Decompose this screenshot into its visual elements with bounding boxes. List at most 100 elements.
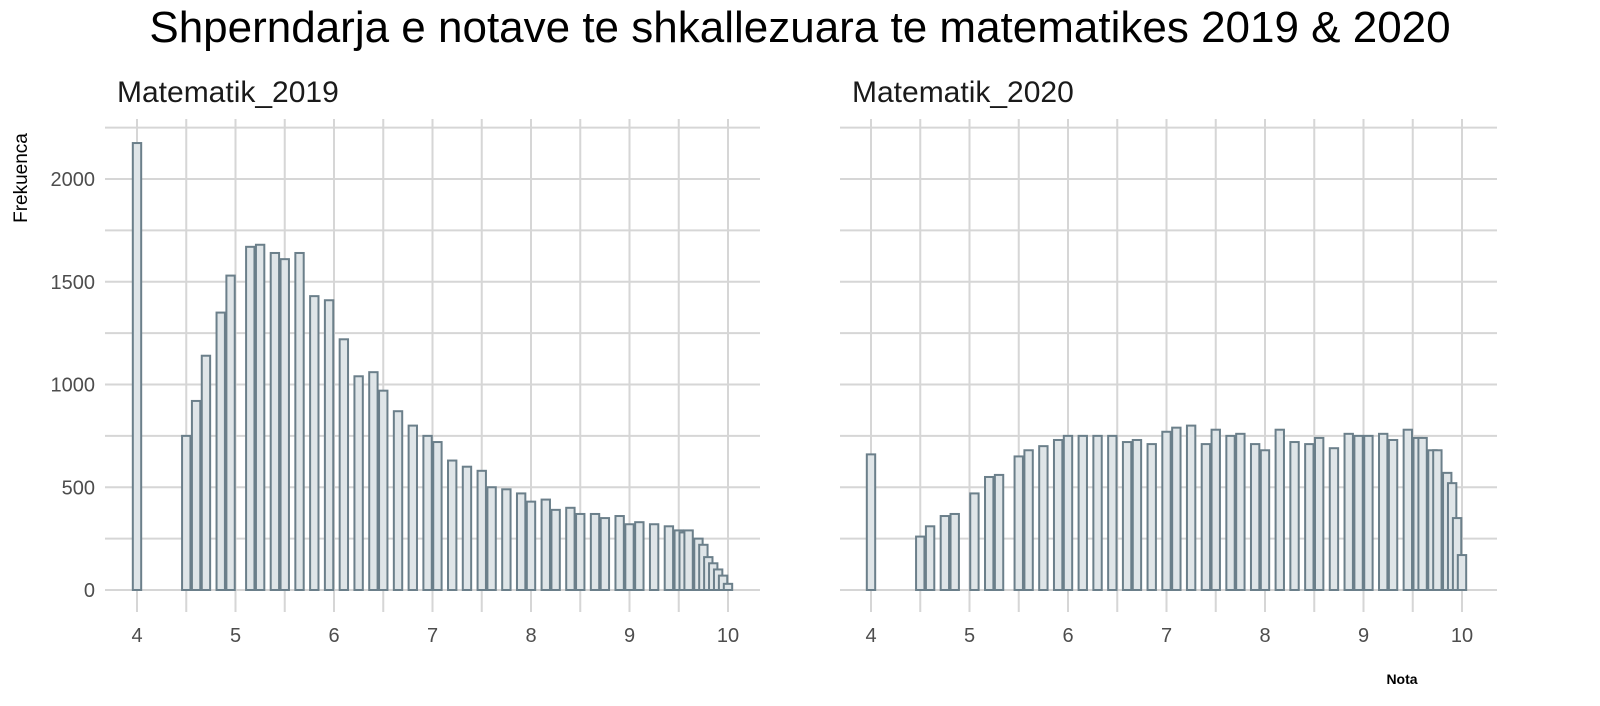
histogram-bar bbox=[550, 508, 561, 592]
histogram-bar bbox=[1131, 438, 1143, 591]
x-tick-label: 4 bbox=[865, 625, 876, 647]
histogram-bar bbox=[1210, 428, 1221, 591]
histogram-bar bbox=[969, 492, 980, 592]
histogram-bar bbox=[540, 498, 551, 591]
histogram-bar bbox=[309, 295, 320, 591]
histogram-bar bbox=[1402, 428, 1414, 591]
histogram-bar bbox=[323, 299, 335, 591]
chart-title: Shperndarja e notave te shkallezuara te … bbox=[149, 3, 1451, 52]
histogram-bar bbox=[525, 500, 537, 592]
histogram-bar bbox=[663, 525, 675, 591]
histogram-bar bbox=[432, 441, 443, 592]
histogram-bar bbox=[1289, 441, 1300, 592]
histogram-bar bbox=[225, 274, 236, 591]
x-tick-label: 9 bbox=[624, 625, 635, 647]
histogram-bar bbox=[1304, 443, 1315, 591]
histogram-bar bbox=[575, 512, 586, 592]
histogram-bar bbox=[1013, 455, 1024, 591]
histogram-bar bbox=[1259, 449, 1271, 592]
histogram-bar bbox=[422, 434, 433, 591]
histogram-bar bbox=[1328, 447, 1340, 591]
histogram-bar bbox=[722, 582, 734, 592]
histogram-bar bbox=[1171, 426, 1182, 591]
histogram-bar bbox=[1363, 434, 1374, 591]
x-tick-label: 7 bbox=[1161, 625, 1172, 647]
histogram-bar bbox=[939, 515, 951, 592]
histogram-bar bbox=[1062, 434, 1074, 591]
histogram-bar bbox=[1092, 434, 1103, 591]
x-tick-label: 10 bbox=[1451, 625, 1473, 647]
histogram-bar bbox=[648, 523, 660, 591]
y-tick-label: 2000 bbox=[51, 169, 96, 191]
histogram-bar bbox=[486, 486, 497, 591]
y-tick-label: 500 bbox=[62, 477, 95, 499]
histogram-bar bbox=[634, 521, 645, 591]
x-axis-label: Nota bbox=[1386, 671, 1417, 687]
y-axis-label: Frekuenca bbox=[11, 133, 32, 223]
histogram-bar bbox=[392, 410, 404, 591]
histogram-bar bbox=[1052, 438, 1064, 591]
histogram-bar bbox=[1107, 434, 1118, 591]
histogram-bar bbox=[865, 453, 877, 591]
histogram-bar bbox=[1038, 445, 1049, 591]
histogram-bar bbox=[984, 475, 995, 592]
histogram-bar bbox=[200, 354, 212, 592]
histogram-bar bbox=[1417, 436, 1428, 591]
histogram-bar bbox=[476, 469, 487, 591]
histogram-bar bbox=[1200, 443, 1212, 591]
histogram-bar bbox=[1378, 432, 1389, 591]
histogram-bar bbox=[683, 529, 694, 592]
x-tick-label: 8 bbox=[1259, 625, 1270, 647]
histogram-bar bbox=[515, 492, 527, 592]
x-tick-label: 7 bbox=[427, 625, 438, 647]
histogram-bar bbox=[215, 311, 226, 591]
histogram-bar bbox=[1235, 432, 1246, 591]
histogram-bar bbox=[1387, 438, 1399, 591]
x-tick-label: 5 bbox=[230, 625, 241, 647]
histogram-bar bbox=[1456, 554, 1468, 592]
histogram-bar bbox=[254, 243, 266, 591]
x-tick-label: 5 bbox=[964, 625, 975, 647]
y-tick-label: 1000 bbox=[51, 375, 96, 397]
histogram-bar bbox=[279, 258, 290, 591]
histogram-bar bbox=[353, 375, 364, 591]
x-tick-label: 9 bbox=[1358, 625, 1369, 647]
histogram-bar bbox=[1432, 449, 1443, 592]
histogram-bar bbox=[1225, 434, 1236, 591]
histogram-bar bbox=[338, 338, 350, 592]
histogram-bar bbox=[378, 389, 389, 592]
histogram-bar bbox=[565, 506, 576, 591]
x-tick-label: 4 bbox=[131, 625, 142, 647]
histogram-bar bbox=[915, 535, 926, 592]
histogram-bar bbox=[190, 399, 202, 591]
histogram-bar bbox=[294, 251, 305, 591]
histogram-bar bbox=[624, 523, 635, 591]
histogram-bar bbox=[1146, 443, 1157, 591]
histogram-bar bbox=[501, 488, 512, 591]
histogram-bar bbox=[1313, 436, 1325, 591]
y-tick-label: 1500 bbox=[51, 272, 96, 294]
histogram-bar bbox=[461, 465, 473, 592]
y-tick-label: 0 bbox=[84, 580, 95, 602]
histogram-bar bbox=[949, 512, 960, 592]
x-tick-label: 6 bbox=[328, 625, 339, 647]
histogram-bar bbox=[181, 434, 192, 591]
x-tick-label: 8 bbox=[525, 625, 536, 647]
histogram-bar bbox=[245, 245, 256, 591]
histogram-bar bbox=[1023, 449, 1034, 592]
histogram-bar bbox=[924, 525, 936, 591]
histogram-bar bbox=[1161, 430, 1172, 592]
histogram-bar bbox=[614, 515, 625, 592]
histogram-bar bbox=[269, 251, 281, 591]
histogram-bar bbox=[1077, 434, 1088, 591]
histogram-bar bbox=[447, 459, 458, 591]
x-tick-label: 6 bbox=[1062, 625, 1073, 647]
x-tick-label: 10 bbox=[717, 625, 739, 647]
histogram-bar bbox=[599, 517, 611, 592]
histogram-bar bbox=[993, 473, 1005, 592]
panel-title: Matematik_2019 bbox=[117, 76, 339, 109]
histogram-bar bbox=[131, 142, 143, 591]
panel-title: Matematik_2020 bbox=[852, 76, 1074, 109]
histogram-bar bbox=[1274, 428, 1285, 591]
